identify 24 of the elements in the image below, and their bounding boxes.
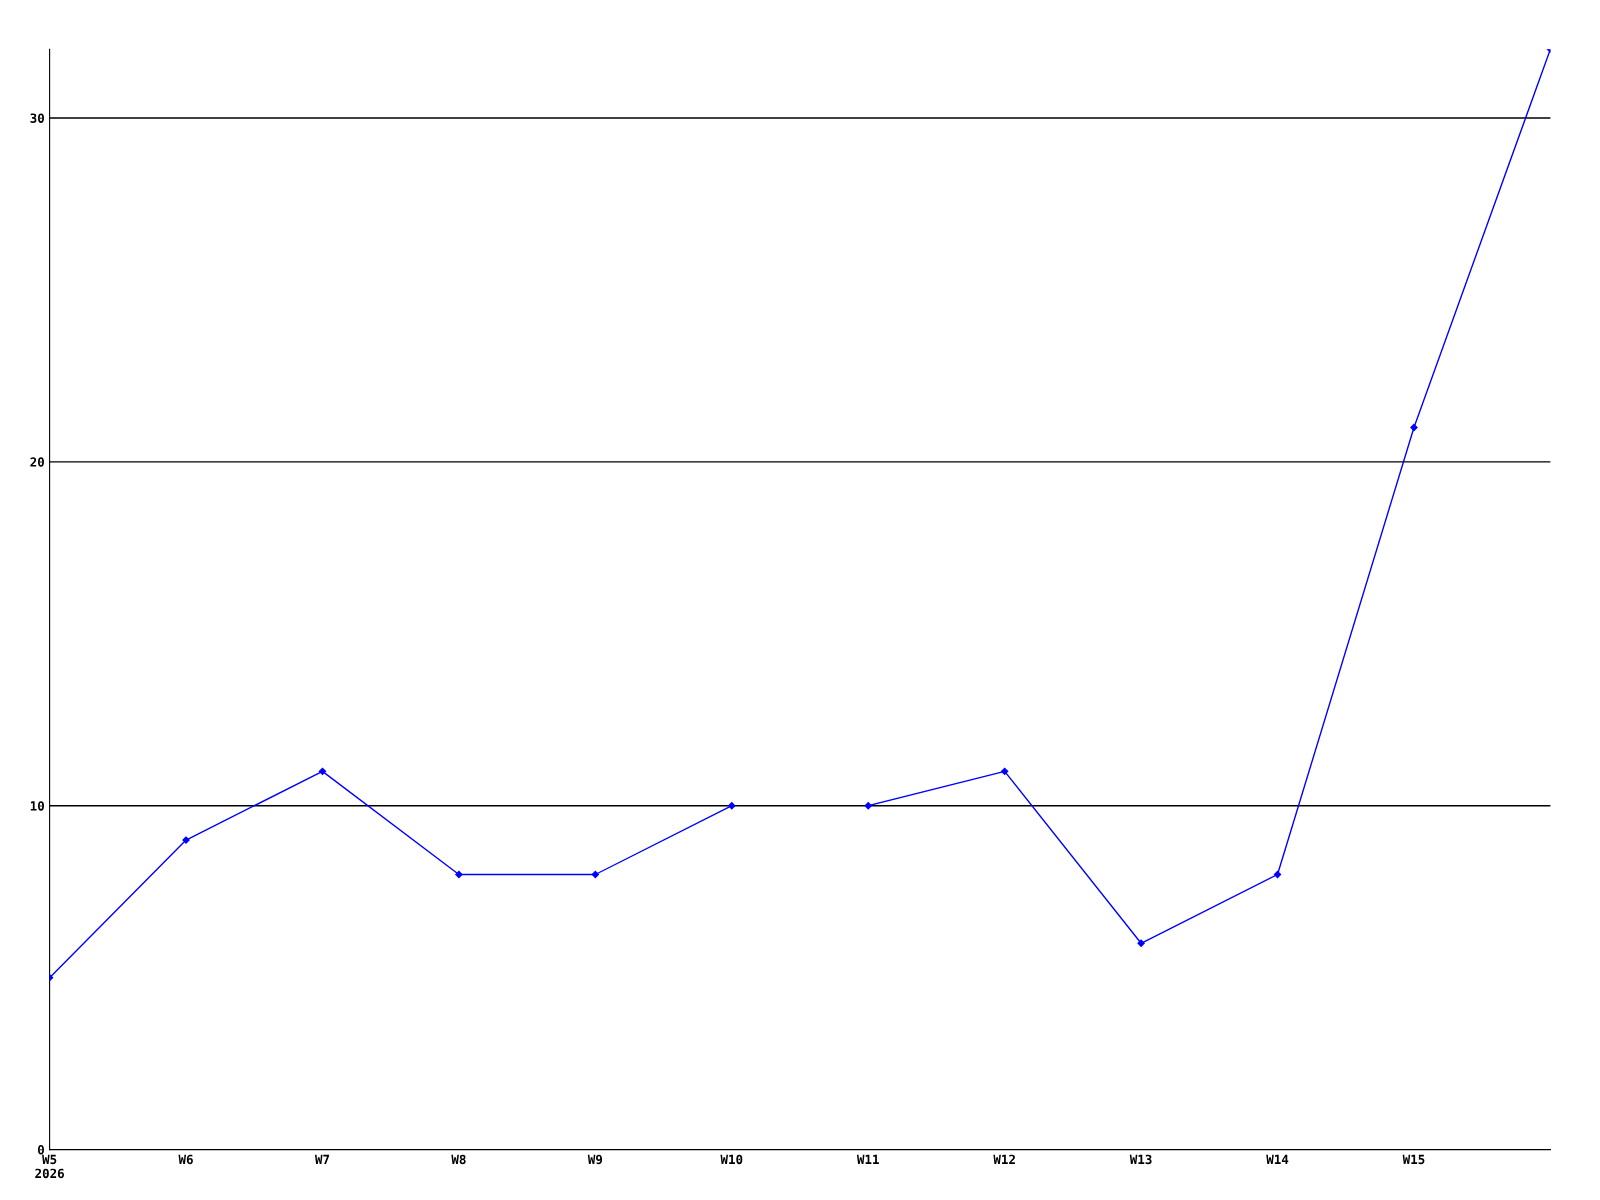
x-tick-label: W8 — [451, 1154, 466, 1165]
point — [455, 870, 463, 879]
x-tick-label: W14 — [1266, 1154, 1289, 1164]
x-tick-label: W13 — [1129, 1154, 1152, 1165]
x-tick-label: W6 — [178, 1154, 193, 1165]
y-tick-label: 30 — [30, 113, 44, 123]
point — [1410, 423, 1418, 432]
point — [591, 870, 599, 879]
y-tick-label: 20 — [30, 457, 44, 467]
x-tick-label: W12 — [993, 1154, 1015, 1164]
point — [864, 802, 872, 810]
x-tick-label: W5 2026 — [35, 1154, 64, 1179]
point — [182, 836, 190, 844]
y-tick-label: 0 — [37, 1145, 44, 1155]
point — [728, 802, 736, 810]
x-tick-label: W11 — [856, 1154, 879, 1164]
point — [1137, 939, 1145, 947]
x-tick-label: W7 — [314, 1154, 330, 1164]
point — [318, 767, 327, 775]
x-tick-label: W15 — [1402, 1154, 1425, 1165]
y-tick-label: 10 — [30, 801, 44, 811]
x-tick-label: W9 — [587, 1154, 603, 1165]
point — [1001, 767, 1009, 775]
x-tick-label: W10 — [720, 1154, 743, 1165]
